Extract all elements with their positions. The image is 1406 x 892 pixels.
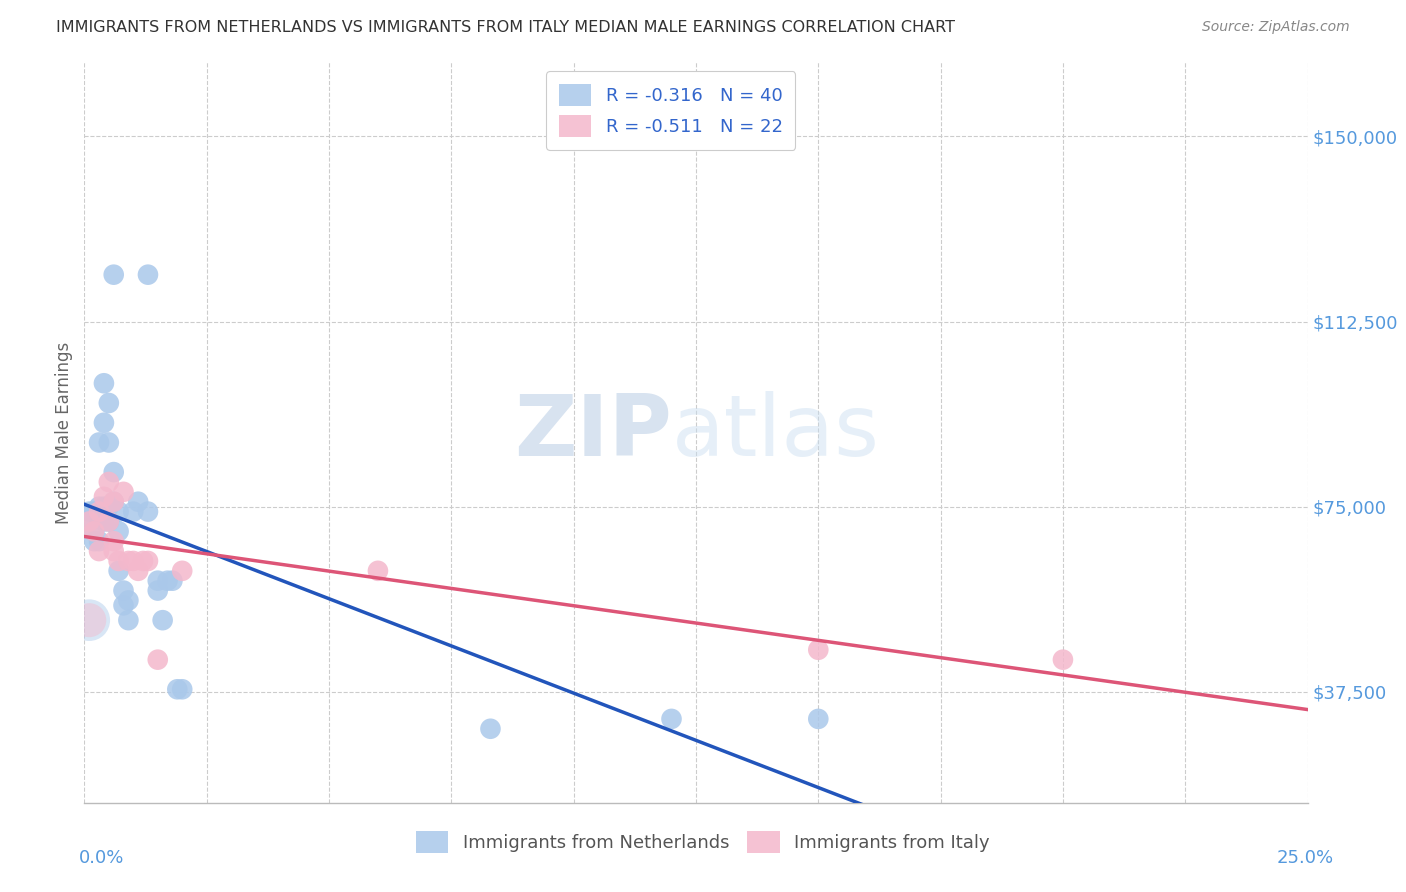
Point [166, 682, 188, 697]
Point [107, 524, 129, 539]
Point [103, 494, 125, 508]
Point [87, 505, 110, 519]
Point [807, 642, 830, 657]
Point [112, 599, 135, 613]
Point [77, 515, 100, 529]
Point [93, 376, 115, 391]
Text: Source: ZipAtlas.com: Source: ZipAtlas.com [1202, 20, 1350, 34]
Legend: R = -0.316   N = 40, R = -0.511   N = 22: R = -0.316 N = 40, R = -0.511 N = 22 [546, 71, 796, 150]
Point [103, 544, 125, 558]
Text: atlas: atlas [672, 391, 880, 475]
Point [77, 505, 100, 519]
Point [107, 505, 129, 519]
Point [93, 490, 115, 504]
Point [479, 722, 502, 736]
Point [97, 435, 120, 450]
Point [103, 465, 125, 479]
Point [93, 416, 115, 430]
Text: ZIP: ZIP [513, 391, 672, 475]
Point [107, 554, 129, 568]
Point [103, 534, 125, 549]
Point [87, 500, 110, 514]
Point [132, 554, 155, 568]
Point [172, 564, 194, 578]
Point [172, 682, 194, 697]
Point [162, 574, 184, 588]
Point [117, 593, 139, 607]
Point [87, 435, 110, 450]
Point [136, 554, 159, 568]
Point [103, 268, 125, 282]
Point [136, 505, 159, 519]
Point [97, 396, 120, 410]
Text: 25.0%: 25.0% [1277, 849, 1333, 867]
Point [93, 515, 115, 529]
Point [112, 583, 135, 598]
Point [97, 475, 120, 489]
Point [661, 712, 683, 726]
Point [112, 484, 135, 499]
Point [146, 653, 169, 667]
Point [87, 534, 110, 549]
Point [83, 534, 105, 549]
Point [156, 574, 179, 588]
Point [97, 500, 120, 514]
Point [117, 613, 139, 627]
Point [83, 524, 105, 539]
Point [83, 524, 105, 539]
Point [807, 712, 830, 726]
Point [136, 268, 159, 282]
Y-axis label: Median Male Earnings: Median Male Earnings [55, 342, 73, 524]
Point [87, 544, 110, 558]
Point [127, 494, 149, 508]
Point [1052, 653, 1074, 667]
Point [77, 515, 100, 529]
Point [152, 613, 174, 627]
Point [107, 564, 129, 578]
Text: IMMIGRANTS FROM NETHERLANDS VS IMMIGRANTS FROM ITALY MEDIAN MALE EARNINGS CORREL: IMMIGRANTS FROM NETHERLANDS VS IMMIGRANT… [56, 20, 955, 35]
Point [83, 505, 105, 519]
Point [77, 613, 100, 627]
Point [97, 515, 120, 529]
Point [146, 574, 169, 588]
Point [77, 613, 100, 627]
Text: 0.0%: 0.0% [79, 849, 124, 867]
Point [117, 554, 139, 568]
Point [146, 583, 169, 598]
Point [103, 494, 125, 508]
Point [127, 564, 149, 578]
Point [97, 515, 120, 529]
Point [122, 554, 145, 568]
Point [93, 500, 115, 514]
Legend: Immigrants from Netherlands, Immigrants from Italy: Immigrants from Netherlands, Immigrants … [409, 824, 997, 861]
Point [367, 564, 389, 578]
Point [122, 505, 145, 519]
